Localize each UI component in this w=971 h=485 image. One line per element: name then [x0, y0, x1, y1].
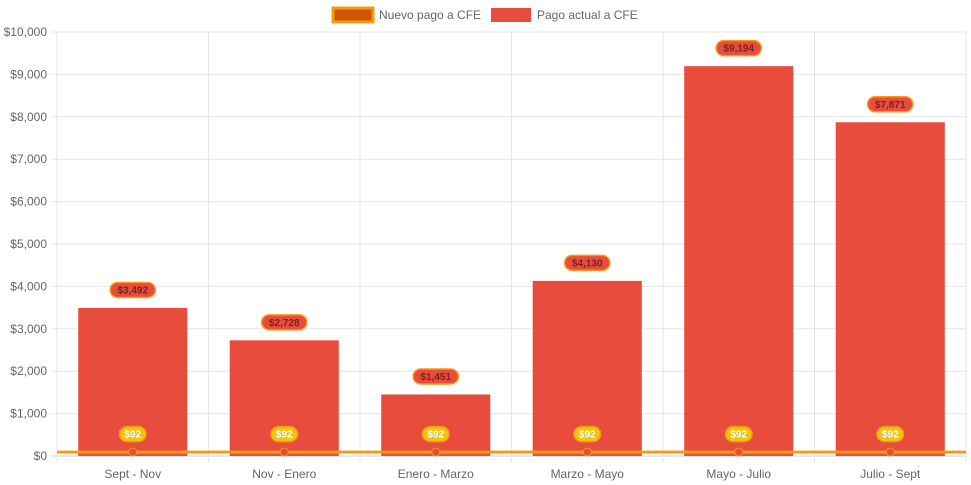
- legend-label-nuevo-pago[interactable]: Nuevo pago a CFE: [379, 8, 481, 22]
- x-tick-label: Enero - Marzo: [398, 467, 474, 481]
- x-axis: Sept - Nov Nov - Enero Enero - Marzo Marzo …: [104, 467, 921, 481]
- bar-data-label: $1,451: [412, 368, 460, 385]
- y-tick-label: $7,000: [10, 152, 47, 166]
- line-data-label: $92: [573, 425, 602, 443]
- bar-data-label: $7,871: [866, 96, 914, 113]
- bar-data-label: $4,130: [563, 254, 611, 272]
- point-nuevo-pago[interactable]: [885, 447, 895, 457]
- bar-data-label-text: $7,871: [875, 100, 906, 111]
- line-data-label-text: $92: [730, 430, 747, 441]
- bar-data-label-text: $9,194: [723, 44, 754, 55]
- legend: Nuevo pago a CFE Pago actual a CFE: [331, 6, 638, 24]
- line-data-label-text: $92: [427, 430, 444, 441]
- line-data-label-bg: [421, 425, 450, 443]
- line-data-label: $92: [421, 425, 450, 443]
- y-tick-label: $6,000: [10, 195, 47, 209]
- line-data-label-bg: [270, 425, 299, 443]
- line-data-label: $92: [118, 425, 147, 443]
- legend-label-pago-actual[interactable]: Pago actual a CFE: [537, 8, 638, 22]
- line-data-label: $92: [270, 425, 299, 443]
- line-data-label-text: $92: [579, 430, 596, 441]
- y-tick-label: $1,000: [10, 407, 47, 421]
- bar-pago-actual[interactable]: [684, 66, 794, 456]
- line-data-label-bg: [573, 425, 602, 443]
- bar-data-label-text: $2,728: [269, 318, 300, 329]
- y-tick-label: $8,000: [10, 110, 47, 124]
- line-data-label: $92: [724, 425, 753, 443]
- x-tick-label: Mayo - Julio: [706, 467, 771, 481]
- legend-swatch-pago-actual[interactable]: [491, 8, 531, 22]
- point-nuevo-pago[interactable]: [128, 447, 138, 457]
- y-tick-label: $4,000: [10, 279, 47, 293]
- y-axis: $0 $1,000 $2,000 $3,000 $4,000 $5,000 $6,000 $7…: [4, 25, 48, 463]
- y-tick-label: $9,000: [10, 67, 47, 81]
- bar-pago-actual[interactable]: [381, 394, 491, 456]
- line-data-label: $92: [876, 425, 905, 443]
- x-tick-label: Sept - Nov: [104, 467, 161, 481]
- line-series: [57, 447, 966, 457]
- y-tick-label: $2,000: [10, 364, 47, 378]
- line-data-label-bg: [118, 425, 147, 443]
- x-tick-label: Julio - Sept: [860, 467, 921, 481]
- point-nuevo-pago[interactable]: [431, 447, 441, 457]
- x-tick-label: Marzo - Mayo: [551, 467, 625, 481]
- bar-data-label-bg: [715, 39, 763, 57]
- legend-swatch-nuevo-pago[interactable]: [331, 6, 375, 24]
- bar-data-label-bg: [109, 281, 157, 299]
- bar-data-label-bg: [260, 314, 308, 331]
- line-data-label-text: $92: [124, 430, 141, 441]
- line-data-label-bg: [876, 425, 905, 443]
- bar-data-label-bg: [563, 254, 611, 272]
- data-labels: $3,492 $2,728 $1,451 $4,130 $9,194 $7,871 $92 $…: [109, 39, 914, 443]
- line-data-label-bg: [724, 425, 753, 443]
- bar-data-label: $3,492: [109, 281, 157, 299]
- line-data-label-text: $92: [882, 430, 899, 441]
- bar-data-label-text: $4,130: [572, 258, 603, 269]
- bar-data-label-text: $3,492: [117, 285, 148, 296]
- y-tick-label: $5,000: [10, 237, 47, 251]
- grid: [51, 31, 967, 462]
- bar-data-label: $9,194: [715, 39, 763, 57]
- bar-data-label-bg: [412, 368, 460, 385]
- y-tick-label: $10,000: [4, 25, 48, 39]
- bar-data-label-text: $1,451: [420, 372, 451, 383]
- point-nuevo-pago[interactable]: [279, 447, 289, 457]
- y-tick-label: $3,000: [10, 322, 47, 336]
- bar-data-label-bg: [866, 96, 914, 113]
- y-tick-label: $0: [34, 449, 48, 463]
- x-tick-label: Nov - Enero: [252, 467, 316, 481]
- line-data-label-text: $92: [276, 430, 293, 441]
- bar-data-label: $2,728: [260, 314, 308, 331]
- bar-pago-actual[interactable]: [835, 122, 945, 457]
- point-nuevo-pago[interactable]: [582, 447, 592, 457]
- point-nuevo-pago[interactable]: [734, 447, 744, 457]
